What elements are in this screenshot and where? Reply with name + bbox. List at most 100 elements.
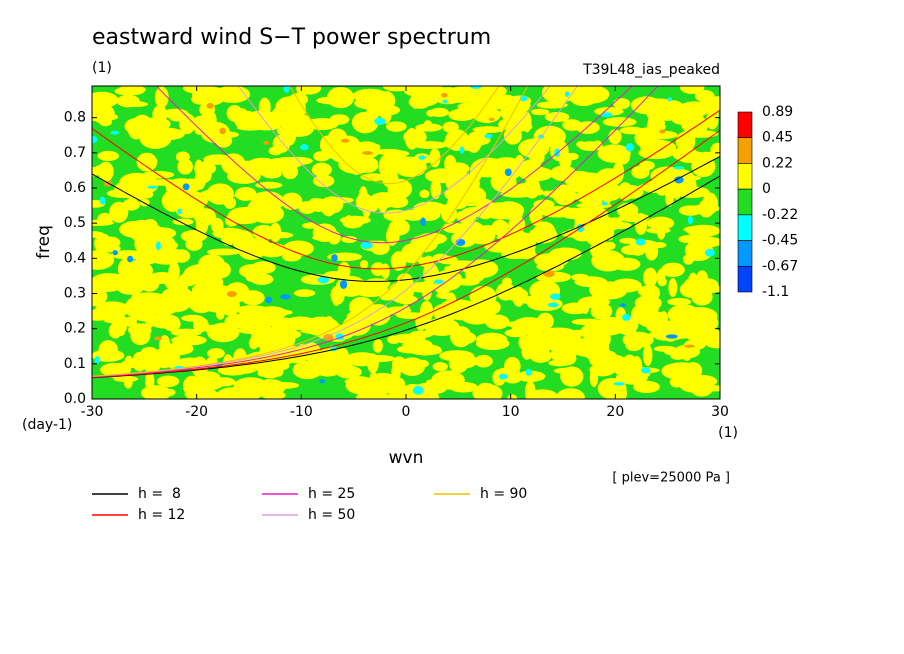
contour-patch — [425, 168, 461, 184]
contour-patch — [144, 310, 155, 329]
contour-patch — [127, 255, 134, 263]
contour-patch — [275, 96, 306, 119]
contour-patch — [494, 201, 525, 220]
contour-patch — [92, 136, 98, 144]
contour-patch — [465, 86, 500, 106]
contour-patch — [429, 148, 441, 168]
colorbar-label: 0.45 — [762, 130, 793, 146]
contour-patch — [630, 96, 662, 115]
contour-patch — [388, 150, 410, 157]
contour-patch — [619, 303, 627, 308]
contour-patch — [458, 354, 477, 368]
contour-patch — [144, 120, 164, 136]
contour-patch — [415, 123, 443, 132]
contour-patch — [470, 86, 482, 89]
contour-patch — [92, 286, 108, 307]
x-tick-label: 0 — [402, 404, 411, 420]
contour-patch — [94, 356, 101, 364]
contour-patch — [117, 258, 133, 280]
dispersion-curve — [92, 86, 578, 377]
contour-patch — [110, 130, 120, 135]
contour-patch — [575, 344, 602, 356]
contour-patch — [657, 107, 678, 121]
contour-patch — [589, 241, 611, 260]
contour-patch — [710, 142, 720, 158]
contour-patch — [422, 263, 439, 285]
contour-patch — [619, 126, 644, 135]
contour-patch — [377, 91, 396, 111]
x-tick-label: 20 — [606, 404, 624, 420]
y-tick-label: 0.0 — [64, 391, 86, 407]
x-tick-label: -30 — [81, 404, 104, 420]
contour-patch — [625, 143, 634, 152]
contour-patch — [622, 331, 654, 348]
contour-patch — [326, 86, 355, 109]
contour-patch — [413, 201, 447, 216]
colorbar-label: 0.22 — [762, 155, 793, 171]
colorbar-label: 0.89 — [762, 104, 793, 120]
contour-patch — [684, 339, 706, 351]
contour-patch — [112, 250, 118, 256]
contour-patch — [648, 330, 670, 339]
contour-patch — [479, 301, 499, 317]
contour-patch — [569, 95, 595, 104]
contour-patch — [293, 289, 316, 297]
contour-patch — [533, 199, 555, 210]
contour-patch — [668, 362, 696, 372]
contour-patch — [511, 317, 547, 336]
contour-patch — [612, 161, 625, 183]
contour-patch — [455, 185, 487, 207]
contour-patch — [446, 373, 456, 390]
contour-patch — [647, 113, 663, 134]
contour-patch — [589, 353, 616, 368]
contour-patch — [119, 172, 154, 192]
contour-patch — [599, 183, 622, 201]
contour-patch — [312, 174, 335, 188]
contour-patch — [536, 101, 568, 109]
contour-patch — [605, 221, 632, 230]
contour-patch — [185, 237, 203, 251]
contour-patch — [263, 140, 270, 145]
contour-patch — [484, 133, 493, 139]
contour-patch — [113, 375, 139, 383]
colorbar-label: -0.22 — [762, 207, 798, 223]
contour-patch — [640, 139, 677, 155]
contour-patch — [358, 156, 379, 173]
contour-patch — [653, 345, 677, 352]
dispersion-curve — [92, 86, 659, 378]
contour-patch — [274, 366, 284, 377]
contour-patch — [556, 388, 585, 399]
contour-patch — [181, 314, 204, 322]
contour-patch — [197, 121, 225, 132]
contour-patch — [503, 115, 519, 124]
contour-patch — [92, 94, 109, 117]
contour-patch — [646, 321, 678, 334]
contour-patch — [92, 112, 119, 122]
contour-patch — [679, 374, 706, 386]
contour-patch — [233, 192, 260, 199]
contour-patch — [376, 281, 389, 289]
x-tick-label: 10 — [502, 404, 520, 420]
legend-label: h = 8 — [138, 486, 181, 502]
contour-patch — [432, 87, 463, 105]
x-tick-label: 30 — [711, 404, 729, 420]
contour-patch — [350, 162, 363, 175]
contour-patch — [252, 324, 275, 345]
contour-patch — [166, 354, 180, 369]
contour-patch — [329, 143, 353, 163]
contour-patch — [524, 380, 536, 399]
contour-patch — [522, 111, 532, 133]
colorbar-box — [737, 137, 753, 164]
y-axis-label: freq — [34, 225, 54, 259]
contour-patch — [529, 348, 553, 363]
contour-patch — [206, 248, 241, 256]
contour-patch — [112, 330, 125, 337]
contour-patch — [136, 152, 158, 172]
contour-patch — [433, 279, 444, 284]
contour-patch — [130, 326, 151, 346]
contour-patch — [370, 240, 390, 255]
contour-patch — [387, 178, 413, 199]
contour-patch — [352, 141, 381, 159]
contour-patch — [197, 388, 220, 399]
contour-patch — [386, 229, 400, 245]
